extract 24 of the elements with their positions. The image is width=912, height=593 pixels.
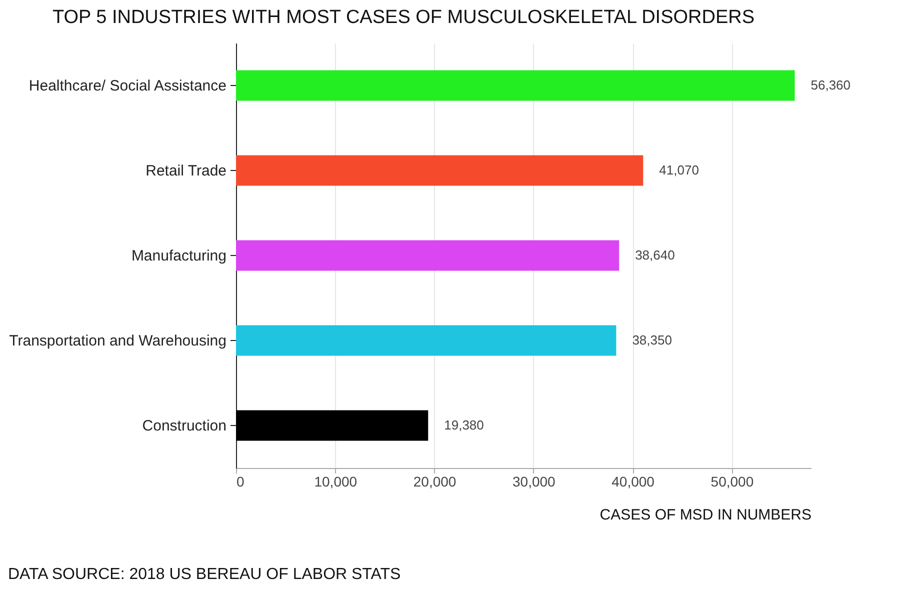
bar [236,325,616,356]
x-tick-label: 30,000 [512,474,556,490]
chart-title: TOP 5 INDUSTRIES WITH MOST CASES OF MUSCULOSKELETAL DISORDERS [52,7,755,28]
y-tick-label: Manufacturing [131,248,226,264]
y-tick-label: Healthcare/ Social Assistance [28,78,226,94]
bar [236,240,620,271]
data-label: 38,350 [632,332,672,348]
data-label: 41,070 [659,162,699,178]
x-tick-label: 0 [236,474,244,490]
bar [236,155,644,186]
bar [236,70,795,101]
x-tick-label: 10,000 [314,474,358,490]
data-label: 19,380 [444,418,484,432]
y-tick-label: Transportation and Warehousing [9,332,226,350]
x-tick-label: 40,000 [612,474,655,490]
source-note: DATA SOURCE: 2018 US BEREAU OF LABOR STATS [8,566,401,584]
x-axis-title: CASES OF MSD IN NUMBERS [600,506,812,524]
data-label: 56,360 [810,78,851,92]
y-tick-label: Retail Trade [146,162,226,180]
bar [236,410,428,441]
x-tick-label: 50,000 [710,474,754,490]
y-tick-label: Construction [142,418,226,434]
x-tick-label: 20,000 [413,474,456,490]
data-label: 38,640 [635,248,675,262]
